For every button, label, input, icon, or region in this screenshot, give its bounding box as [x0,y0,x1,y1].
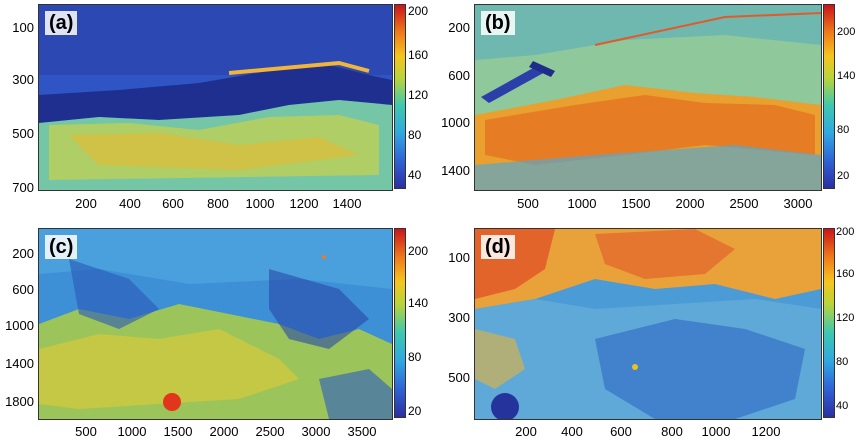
colorbar-d [823,228,835,418]
panel-label-c: (c) [45,235,78,259]
panel-label-a: (a) [45,11,78,35]
ytick-a-4: 700 [12,180,34,195]
xtick-b-2: 1000 [567,196,597,211]
ctick-a-3: 120 [408,88,429,102]
ytick-b-1: 200 [448,20,470,35]
ytick-a-3: 500 [12,126,34,141]
xtick-c-5: 2500 [255,424,285,439]
ctick-a-1: 200 [408,4,429,18]
xtick-c-3: 1500 [163,424,193,439]
ctick-a-4: 80 [408,128,422,142]
ctick-b-2: 140 [837,70,856,82]
ytick-a-2: 300 [12,72,34,87]
xtick-c-4: 2000 [209,424,239,439]
ytick-c-3: 1000 [5,318,34,333]
xtick-b-1: 500 [517,196,539,211]
xtick-b-5: 2500 [729,196,759,211]
xtick-d-5: 1000 [701,424,731,439]
thermal-image-d: (d) [474,228,822,420]
xtick-a-5: 1000 [245,196,275,211]
xtick-a-6: 1200 [289,196,319,211]
ctick-b-1: 200 [837,26,856,38]
xtick-a-4: 800 [207,196,229,211]
xtick-a-1: 200 [75,196,97,211]
ctick-a-5: 40 [408,168,422,182]
colorbar-a [394,4,406,189]
image-b-svg [475,5,821,190]
xtick-b-4: 2000 [675,196,705,211]
ytick-b-4: 1400 [441,163,470,178]
colorbar-b [823,4,835,189]
ctick-d-1: 200 [836,226,855,238]
ytick-c-1: 200 [12,246,34,261]
ytick-c-5: 1800 [5,394,34,409]
ctick-c-2: 140 [408,296,429,310]
image-a-svg [39,5,392,190]
thermal-image-a: (a) [38,4,393,191]
ctick-a-2: 160 [408,48,429,62]
image-c-svg [39,229,392,419]
xtick-c-1: 500 [75,424,97,439]
colorbar-c [394,228,406,418]
xtick-d-4: 800 [661,424,683,439]
ytick-b-2: 600 [448,68,470,83]
xtick-d-6: 1200 [751,424,781,439]
ctick-d-4: 80 [836,356,849,368]
ctick-d-3: 120 [836,312,855,324]
xtick-d-1: 200 [515,424,537,439]
xtick-b-6: 3000 [783,196,813,211]
ytick-b-3: 1000 [441,115,470,130]
ctick-c-4: 20 [408,404,422,418]
xtick-a-7: 1400 [332,196,362,211]
panel-label-d: (d) [481,235,515,259]
xtick-c-6: 3000 [301,424,331,439]
ytick-d-2: 300 [448,310,470,325]
thermal-image-c: (c) [38,228,393,420]
ytick-d-3: 500 [448,370,470,385]
xtick-c-2: 1000 [117,424,147,439]
ytick-a-1: 100 [12,20,34,35]
ctick-b-3: 80 [837,124,850,136]
ctick-c-3: 80 [408,350,422,364]
ctick-b-4: 20 [837,170,850,182]
xtick-d-3: 600 [610,424,632,439]
ytick-c-4: 1400 [5,356,34,371]
ctick-d-5: 40 [836,400,849,412]
xtick-d-2: 400 [561,424,583,439]
xtick-c-7: 3500 [347,424,377,439]
ytick-c-2: 600 [12,282,34,297]
xtick-a-2: 400 [119,196,141,211]
image-d-svg [475,229,821,419]
thermal-image-b: (b) [474,4,822,191]
panel-label-b: (b) [481,11,515,35]
xtick-a-3: 600 [162,196,184,211]
ctick-c-1: 200 [408,244,429,258]
xtick-b-3: 1500 [621,196,651,211]
ytick-d-1: 100 [448,250,470,265]
ctick-d-2: 160 [836,268,855,280]
